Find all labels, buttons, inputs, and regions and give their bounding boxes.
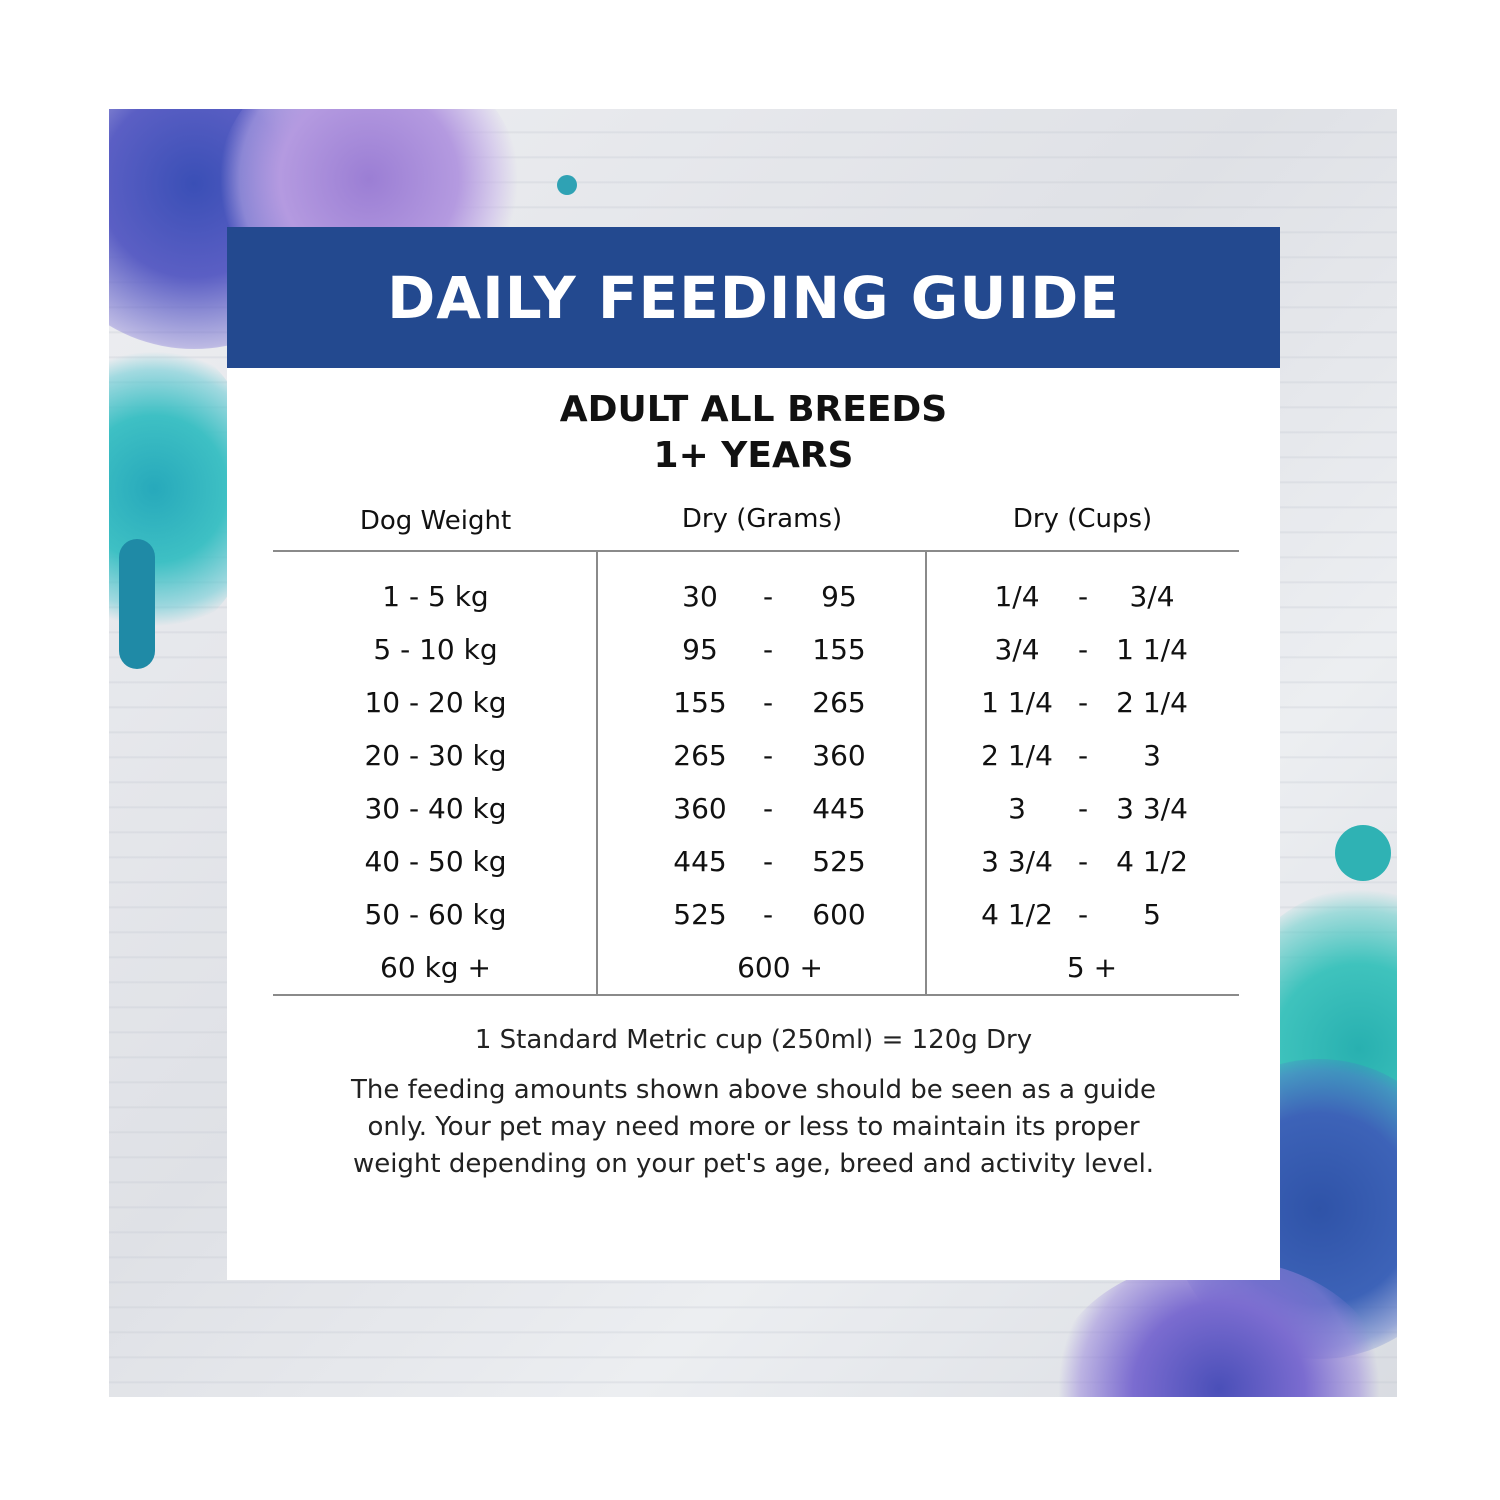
weight-cell: 10 - 20 kg: [364, 686, 507, 719]
range-dash: -: [762, 845, 774, 878]
cups-max-cell: 5: [1143, 898, 1161, 931]
column-divider: [925, 552, 927, 995]
cups-max-cell: 3 3/4: [1116, 792, 1188, 825]
watercolor-dot: [557, 175, 577, 195]
column-divider: [596, 552, 598, 995]
subtitle-breed: ADULT ALL BREEDS: [559, 389, 948, 430]
cups-min-cell: 1/4: [994, 580, 1040, 613]
header-dog-weight: Dog Weight: [359, 506, 512, 536]
cups-min-cell: 3 3/4: [981, 845, 1053, 878]
disclaimer-line: The feeding amounts shown above should b…: [351, 1075, 1156, 1105]
range-dash: -: [762, 898, 774, 931]
header-dry-grams: Dry (Grams): [681, 504, 843, 534]
weight-cell: 1 - 5 kg: [382, 580, 489, 613]
disclaimer-line: only. Your pet may need more or less to …: [367, 1112, 1140, 1142]
feeding-guide-card: DAILY FEEDING GUIDE ADULT ALL BREEDS 1+ …: [227, 227, 1280, 1280]
range-dash: -: [1077, 792, 1089, 825]
cups-min-cell: 4 1/2: [981, 898, 1053, 931]
page-title: DAILY FEEDING GUIDE: [387, 263, 1120, 332]
grams-min-cell: 525: [673, 898, 727, 931]
range-dash: -: [762, 580, 774, 613]
range-dash: -: [1077, 686, 1089, 719]
grams-min-cell: 445: [673, 845, 727, 878]
weight-cell: 5 - 10 kg: [373, 633, 498, 666]
header-dry-cups: Dry (Cups): [1012, 504, 1153, 534]
cups-max-cell: 4 1/2: [1116, 845, 1188, 878]
cups-max-cell: 3: [1143, 739, 1161, 772]
weight-cell: 20 - 30 kg: [364, 739, 507, 772]
grams-max-cell: 445: [812, 792, 866, 825]
range-dash: -: [1077, 898, 1089, 931]
watercolor-drip: [119, 539, 155, 669]
grams-min-cell: 30: [682, 580, 718, 613]
grams-min-cell: 155: [673, 686, 727, 719]
cups-min-cell: 2 1/4: [981, 739, 1053, 772]
cups-min-cell: 1 1/4: [981, 686, 1053, 719]
grams-max-cell: 155: [812, 633, 866, 666]
grams-max-cell: 360: [812, 739, 866, 772]
grams-max-cell: 525: [812, 845, 866, 878]
title-banner: DAILY FEEDING GUIDE: [227, 227, 1280, 368]
range-dash: -: [1077, 633, 1089, 666]
grams-max-cell: 600: [812, 898, 866, 931]
cups-max-cell: 3/4: [1129, 580, 1175, 613]
cups-min-cell: 3: [1008, 792, 1026, 825]
range-dash: -: [1077, 845, 1089, 878]
range-dash: -: [762, 739, 774, 772]
grams-min-cell: 95: [682, 633, 718, 666]
table-bottom-rule: [273, 994, 1239, 996]
range-dash: -: [762, 792, 774, 825]
cup-conversion-note: 1 Standard Metric cup (250ml) = 120g Dry: [474, 1025, 1033, 1055]
grams-cell: 600 +: [737, 951, 823, 984]
weight-cell: 60 kg +: [380, 951, 491, 984]
weight-cell: 40 - 50 kg: [364, 845, 507, 878]
watercolor-dot: [1335, 825, 1391, 881]
range-dash: -: [762, 686, 774, 719]
grams-max-cell: 265: [812, 686, 866, 719]
table-top-rule: [273, 550, 1239, 552]
weight-cell: 30 - 40 kg: [364, 792, 507, 825]
range-dash: -: [1077, 739, 1089, 772]
disclaimer-line: weight depending on your pet's age, bree…: [352, 1149, 1155, 1179]
cups-cell: 5 +: [1066, 951, 1118, 984]
cups-min-cell: 3/4: [994, 633, 1040, 666]
grams-min-cell: 265: [673, 739, 727, 772]
range-dash: -: [1077, 580, 1089, 613]
cups-max-cell: 1 1/4: [1116, 633, 1188, 666]
grams-max-cell: 95: [821, 580, 857, 613]
grams-min-cell: 360: [673, 792, 727, 825]
cups-max-cell: 2 1/4: [1116, 686, 1188, 719]
range-dash: -: [762, 633, 774, 666]
subtitle-age: 1+ YEARS: [653, 435, 854, 476]
weight-cell: 50 - 60 kg: [364, 898, 507, 931]
